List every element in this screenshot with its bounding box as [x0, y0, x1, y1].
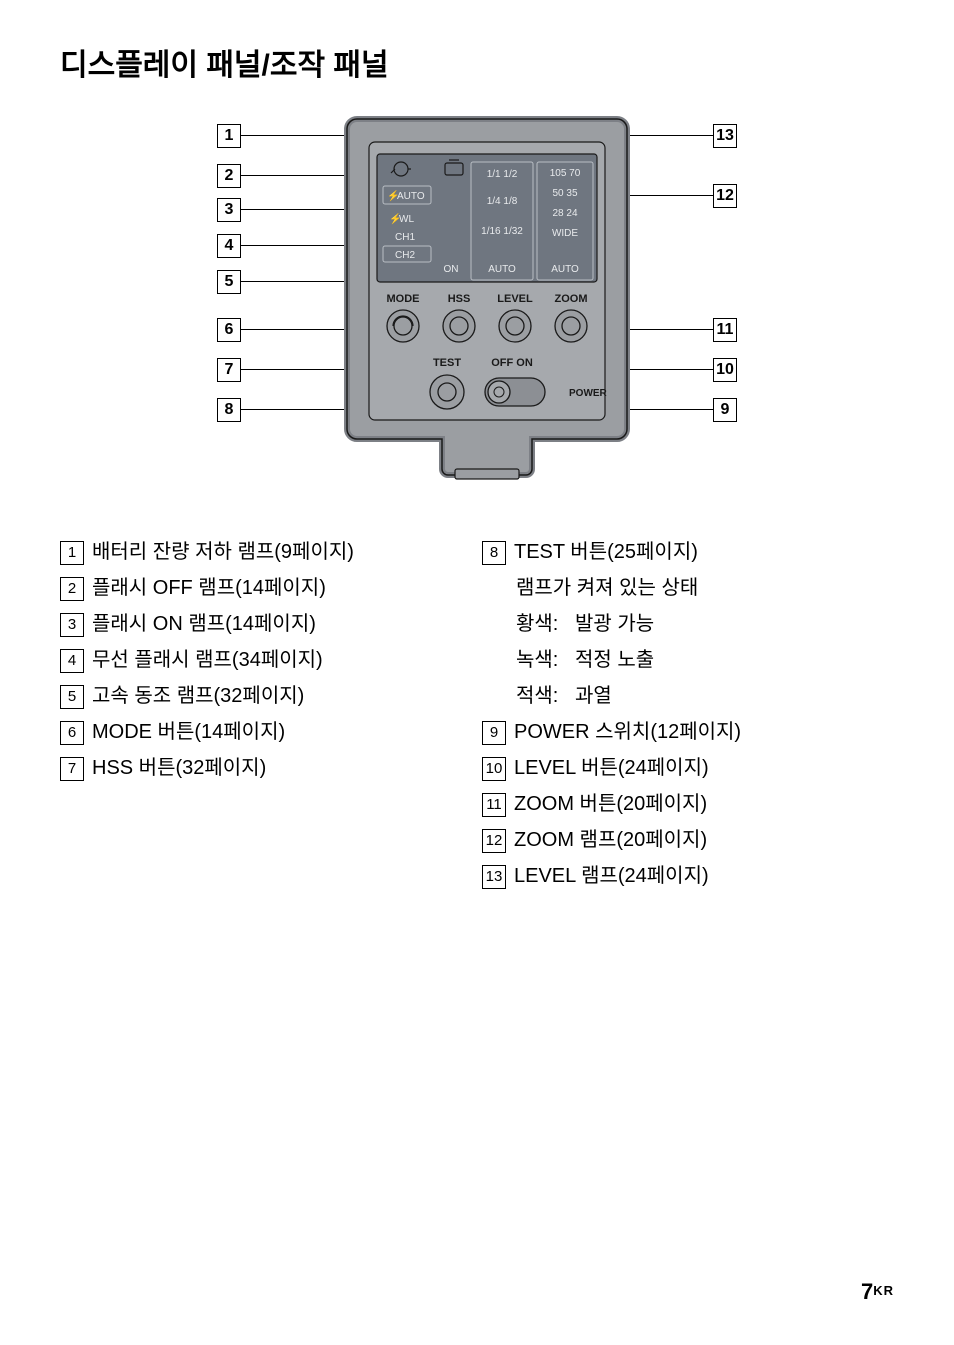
legend-color-row: 녹색: 적정 노출	[482, 642, 894, 678]
legend-number: 13	[482, 865, 506, 889]
svg-text:CH2: CH2	[395, 250, 415, 261]
legend-item: 1배터리 잔량 저하 램프(9페이지)	[60, 534, 472, 570]
manual-page: 디스플레이 패널/조작 패널 1 2 3 4 5 6 7 8 13 12 11 …	[0, 0, 954, 1345]
page-number: 7	[861, 1279, 873, 1304]
legend-number: 4	[60, 649, 84, 673]
legend-number: 6	[60, 721, 84, 745]
svg-text:1/1 1/2: 1/1 1/2	[487, 169, 518, 180]
legend-item: 8TEST 버튼(25페이지)	[482, 534, 894, 570]
legend-item: 7HSS 버튼(32페이지)	[60, 750, 472, 786]
legend-number: 5	[60, 685, 84, 709]
callout-9: 9	[713, 398, 737, 422]
svg-text:50 35: 50 35	[552, 188, 577, 199]
svg-text:MODE: MODE	[387, 293, 420, 305]
callout-5: 5	[217, 270, 241, 294]
legend-number: 1	[60, 541, 84, 565]
legend-number: 11	[482, 793, 506, 817]
page-title: 디스플레이 패널/조작 패널	[60, 40, 894, 84]
callout-10: 10	[713, 358, 737, 382]
legend-number: 12	[482, 829, 506, 853]
svg-text:WL: WL	[399, 214, 414, 225]
page-footer: 7KR	[861, 1279, 894, 1305]
svg-text:ON: ON	[444, 264, 459, 275]
legend-item: 9POWER 스위치(12페이지)	[482, 714, 894, 750]
callout-7: 7	[217, 358, 241, 382]
callout-11: 11	[713, 318, 737, 342]
legend-number: 3	[60, 613, 84, 637]
svg-text:HSS: HSS	[448, 293, 471, 305]
legend-item: 3플래시 ON 램프(14페이지)	[60, 606, 472, 642]
legend-number: 8	[482, 541, 506, 565]
callout-3: 3	[217, 198, 241, 222]
lead	[628, 135, 713, 136]
legend-number: 7	[60, 757, 84, 781]
panel-diagram: 1 2 3 4 5 6 7 8 13 12 11 10 9	[217, 114, 737, 504]
legend-item: 12ZOOM 램프(20페이지)	[482, 822, 894, 858]
page-locale: KR	[873, 1283, 894, 1298]
device-body: ⚡AUTO ⚡WL CH1 CH2 1/1 1/2 1/4 1/8 1/16 1…	[337, 114, 637, 504]
svg-text:TEST: TEST	[433, 357, 461, 369]
callout-1: 1	[217, 124, 241, 148]
legend-columns: 1배터리 잔량 저하 램프(9페이지)2플래시 OFF 램프(14페이지)3플래…	[60, 534, 894, 894]
svg-text:CH1: CH1	[395, 232, 415, 243]
legend-item: 6MODE 버튼(14페이지)	[60, 714, 472, 750]
callout-13: 13	[713, 124, 737, 148]
callout-6: 6	[217, 318, 241, 342]
svg-text:AUTO: AUTO	[397, 191, 425, 202]
legend-item: 2플래시 OFF 램프(14페이지)	[60, 570, 472, 606]
device-svg: ⚡AUTO ⚡WL CH1 CH2 1/1 1/2 1/4 1/8 1/16 1…	[337, 114, 637, 504]
svg-text:105 70: 105 70	[550, 168, 581, 179]
svg-text:OFF ON: OFF ON	[491, 357, 533, 369]
legend-right-column: 8TEST 버튼(25페이지)램프가 켜져 있는 상태황색: 발광 가능녹색: …	[482, 534, 894, 894]
svg-text:ZOOM: ZOOM	[555, 293, 588, 305]
legend-subtitle: 램프가 켜져 있는 상태	[482, 570, 894, 606]
figure-container: 1 2 3 4 5 6 7 8 13 12 11 10 9	[60, 114, 894, 504]
svg-text:AUTO: AUTO	[488, 264, 516, 275]
callout-2: 2	[217, 164, 241, 188]
legend-item: 4무선 플래시 램프(34페이지)	[60, 642, 472, 678]
legend-color-row: 적색: 과열	[482, 678, 894, 714]
legend-item: 11ZOOM 버튼(20페이지)	[482, 786, 894, 822]
svg-text:AUTO: AUTO	[551, 264, 579, 275]
svg-text:1/16 1/32: 1/16 1/32	[481, 226, 523, 237]
legend-item: 13LEVEL 램프(24페이지)	[482, 858, 894, 894]
svg-text:POWER: POWER	[569, 388, 608, 399]
callout-12: 12	[713, 184, 737, 208]
svg-text:LEVEL: LEVEL	[497, 293, 533, 305]
legend-left-column: 1배터리 잔량 저하 램프(9페이지)2플래시 OFF 램프(14페이지)3플래…	[60, 534, 472, 894]
legend-item: 10LEVEL 버튼(24페이지)	[482, 750, 894, 786]
legend-item: 5고속 동조 램프(32페이지)	[60, 678, 472, 714]
lead	[241, 135, 349, 136]
svg-text:WIDE: WIDE	[552, 228, 578, 239]
legend-color-row: 황색: 발광 가능	[482, 606, 894, 642]
svg-text:28 24: 28 24	[552, 208, 577, 219]
callout-4: 4	[217, 234, 241, 258]
callout-8: 8	[217, 398, 241, 422]
legend-number: 9	[482, 721, 506, 745]
legend-number: 2	[60, 577, 84, 601]
svg-text:1/4 1/8: 1/4 1/8	[487, 196, 518, 207]
legend-number: 10	[482, 757, 506, 781]
